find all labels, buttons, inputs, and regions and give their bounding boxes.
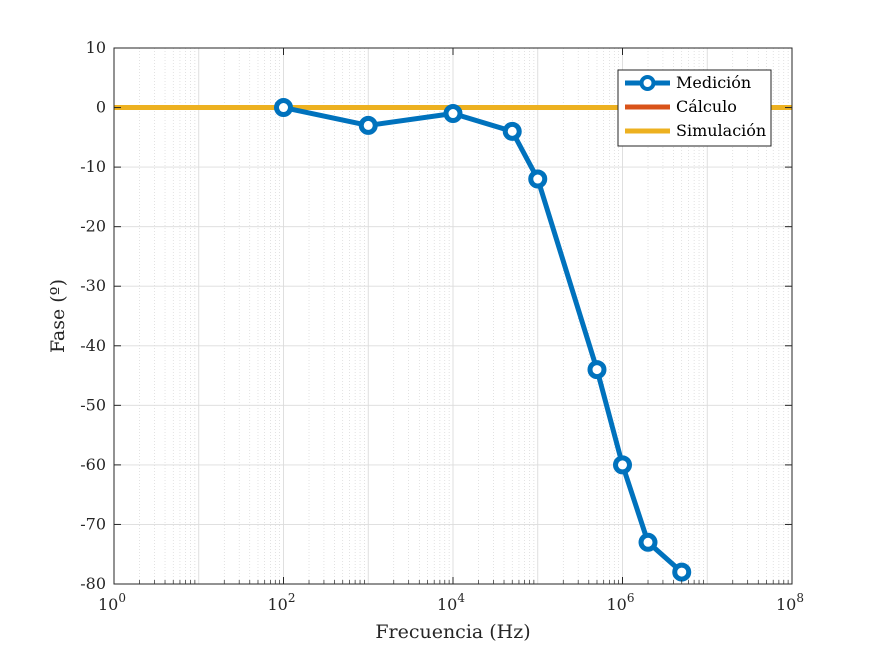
y-axis-title: Fase (º)	[47, 279, 69, 353]
y-tick-label: -40	[80, 336, 106, 355]
y-tick-label: -30	[80, 276, 106, 295]
data-point	[274, 98, 293, 118]
legend-label: Simulación	[676, 121, 766, 140]
x-tick-labels: 100 102 104 106 108	[98, 591, 804, 614]
legend-marker	[639, 75, 656, 91]
x-axis-title: Frecuencia (Hz)	[375, 621, 530, 643]
legend-label: Cálculo	[676, 97, 737, 116]
x-tick-label: 108	[776, 591, 804, 614]
y-tick-label: -60	[80, 455, 106, 474]
y-tick-label: -10	[80, 157, 106, 176]
y-tick-labels: 10 0 -10 -20 -30 -40 -50 -60 -70 -80	[80, 38, 106, 593]
data-point	[587, 360, 607, 380]
x-tick-label: 104	[437, 591, 465, 614]
x-tick-label: 100	[98, 591, 126, 614]
x-tick-label: 106	[607, 591, 635, 614]
data-point	[502, 121, 522, 141]
y-tick-label: -70	[80, 514, 106, 533]
data-point	[613, 455, 632, 475]
y-tick-label: -80	[80, 574, 106, 593]
y-tick-label: 0	[96, 98, 106, 117]
legend-label: Medición	[676, 73, 751, 92]
legend: Medición Cálculo Simulación	[617, 69, 772, 147]
data-point	[358, 115, 378, 135]
y-tick-label: 10	[86, 38, 106, 57]
y-tick-label: -20	[80, 217, 106, 236]
data-point	[528, 169, 548, 189]
ticks	[113, 47, 793, 585]
data-point	[672, 562, 692, 582]
x-tick-label: 102	[268, 591, 296, 614]
data-point	[638, 532, 658, 552]
y-tick-label: -50	[80, 395, 106, 414]
data-point	[443, 104, 463, 124]
